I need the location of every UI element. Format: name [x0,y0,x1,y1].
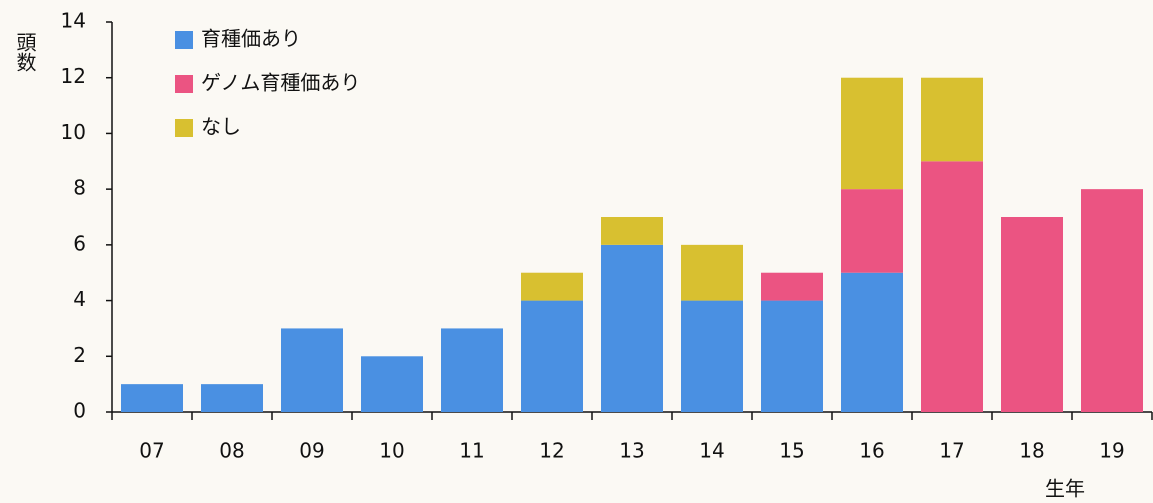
bar-segment [841,189,903,273]
bar-segment [681,244,743,301]
bar-segment [201,384,263,412]
bar-segment [921,77,983,162]
bar-segment [441,328,503,412]
y-tick-label: 6 [73,231,86,255]
bar-segment [521,272,583,301]
x-tick-label: 16 [859,439,884,463]
x-tick-label: 10 [379,439,404,463]
legend-label: ゲノム育種価あり [201,71,360,95]
legend-swatch [175,75,193,93]
bar-segment [841,77,903,190]
bar-segment [521,300,583,412]
bar-segment [1001,217,1063,412]
y-tick-label: 12 [61,64,86,88]
y-tick-label: 2 [73,343,86,367]
x-tick-label: 11 [459,439,484,463]
x-tick-label: 15 [779,439,804,463]
x-axis-label: 生年 [1045,477,1085,501]
y-tick-label: 0 [73,399,86,423]
y-axis-label: 頭数 [13,32,37,72]
x-tick-label: 19 [1099,439,1124,463]
y-tick-label: 10 [61,120,86,144]
legend-label: 育種価あり [201,27,301,51]
y-tick-label: 14 [61,9,86,33]
legend-swatch [175,31,193,49]
bar-segment [281,328,343,412]
y-tick-label: 8 [73,176,86,200]
x-tick-label: 12 [539,439,564,463]
x-tick-label: 14 [699,439,724,463]
bar-segment [601,217,663,245]
bar-segment [1081,189,1143,412]
x-tick-label: 17 [939,439,964,463]
bar-segment [601,244,663,412]
bar-segment [761,300,823,412]
x-tick-label: 08 [219,439,244,463]
x-tick-label: 07 [139,439,164,463]
legend-label: なし [201,115,241,139]
bar-segment [681,300,743,412]
legend-swatch [175,119,193,137]
bar-segment [921,161,983,412]
bar-segment [361,356,423,412]
x-tick-label: 13 [619,439,644,463]
x-tick-label: 18 [1019,439,1044,463]
x-tick-label: 09 [299,439,324,463]
bar-segment [121,384,183,412]
y-tick-label: 4 [73,287,86,311]
bar-segment [761,272,823,301]
bar-segment [841,272,903,412]
